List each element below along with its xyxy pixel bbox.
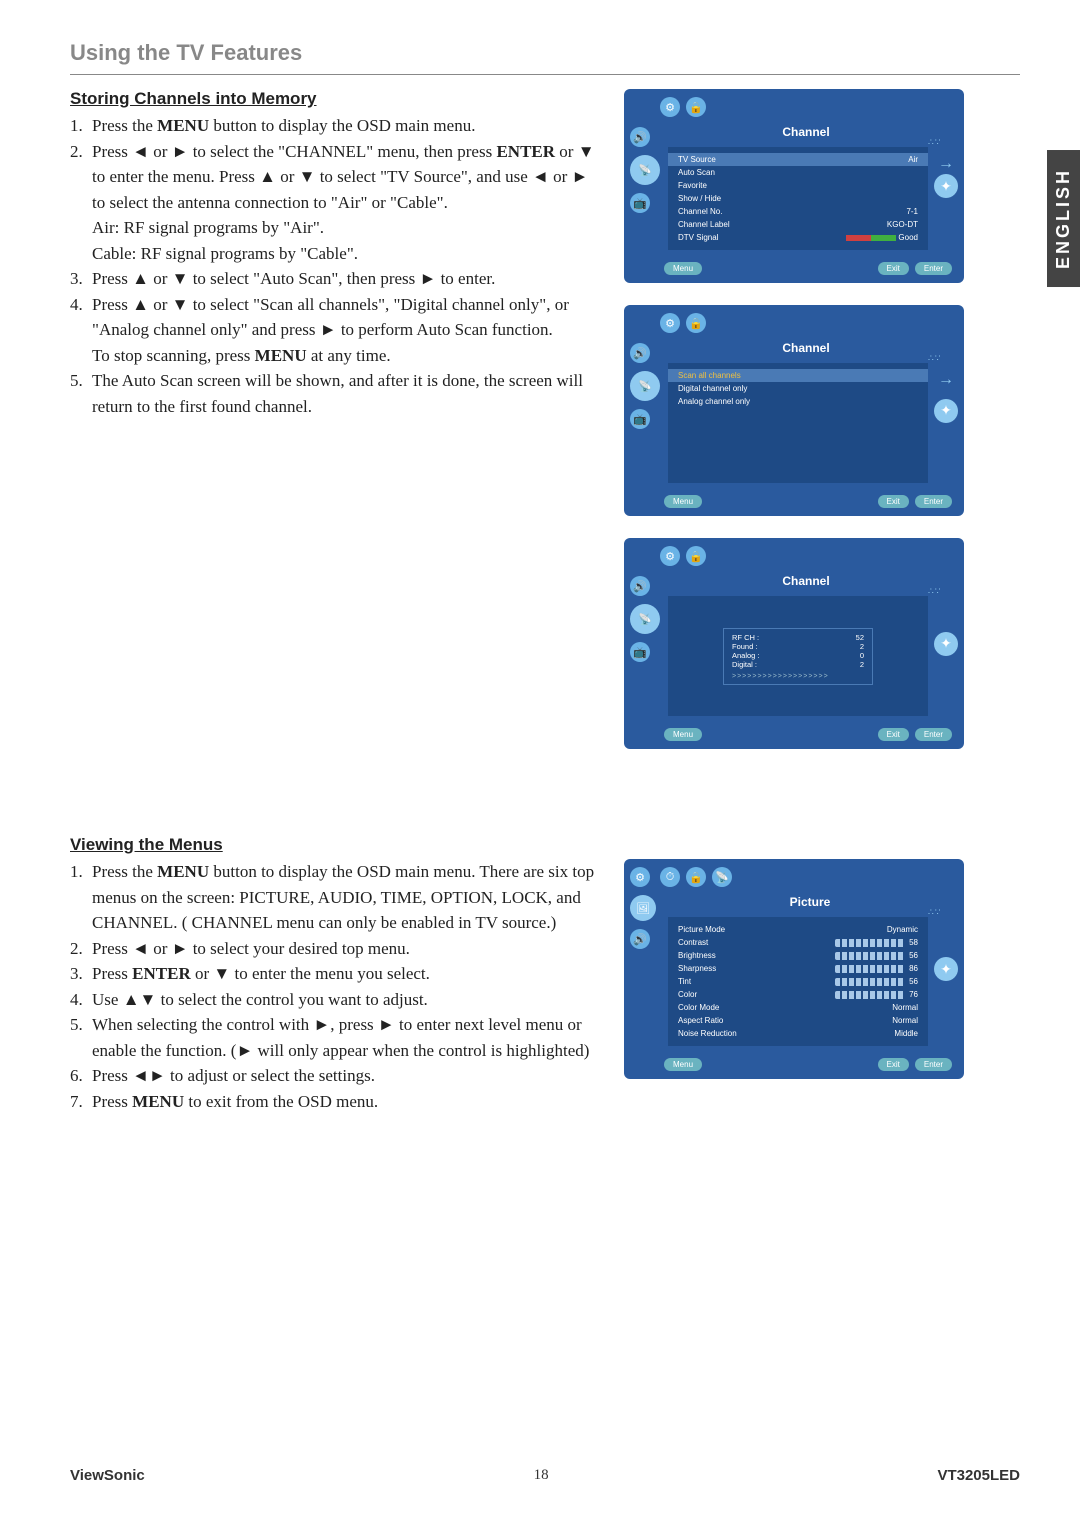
exit-btn: Exit bbox=[878, 495, 909, 508]
osd-channel-3: ⚙🔒 🔊📡📺 ∴∵ Channel RF CH :52Found :2Analo… bbox=[624, 538, 964, 749]
osd-title: Picture bbox=[668, 895, 952, 909]
exit-btn: Exit bbox=[878, 1058, 909, 1071]
enter-btn: Enter bbox=[915, 262, 952, 275]
osd-channel-1: ⚙ 🔒 🔊 📡 📺 ∴∵ Channel → TV SourceAirAuto … bbox=[624, 89, 964, 283]
osd-picture: ⏱🔒📡 ⚙🖼🔊 ∴∵ Picture Picture ModeDynamicCo… bbox=[624, 859, 964, 1079]
lock-icon: 🔒 bbox=[686, 97, 706, 117]
tv-icon: 📺 bbox=[630, 193, 650, 213]
menu-btn: Menu bbox=[664, 262, 702, 275]
dots-decoration: ∴∵ bbox=[928, 137, 954, 157]
exit-btn: Exit bbox=[878, 262, 909, 275]
page-footer: ViewSonic 18 VT3205LED bbox=[70, 1467, 1020, 1484]
page-number: 18 bbox=[534, 1467, 549, 1484]
nav-arrows-icon: ✦ bbox=[934, 174, 958, 198]
scan-progress-box: RF CH :52Found :2Analog :0Digital :2>>>>… bbox=[723, 628, 873, 685]
antenna-icon: 📡 bbox=[630, 155, 660, 185]
brand: ViewSonic bbox=[70, 1467, 145, 1484]
viewing-list: 1.Press the MENU button to display the O… bbox=[70, 859, 600, 1114]
osd-title: Channel bbox=[660, 341, 952, 355]
osd-title: Channel bbox=[660, 574, 952, 588]
enter-btn: Enter bbox=[915, 728, 952, 741]
viewing-title: Viewing the Menus bbox=[70, 835, 600, 855]
osd-title: Channel bbox=[660, 125, 952, 139]
gear-icon: ⚙ bbox=[660, 97, 680, 117]
storing-title: Storing Channels into Memory bbox=[70, 89, 600, 109]
hr bbox=[70, 74, 1020, 75]
section-title: Using the TV Features bbox=[70, 40, 1020, 66]
storing-list: 1.Press the MENU button to display the O… bbox=[70, 113, 600, 419]
exit-btn: Exit bbox=[878, 728, 909, 741]
menu-btn: Menu bbox=[664, 728, 702, 741]
enter-btn: Enter bbox=[915, 495, 952, 508]
model: VT3205LED bbox=[937, 1467, 1020, 1484]
menu-btn: Menu bbox=[664, 1058, 702, 1071]
speaker-icon: 🔊 bbox=[630, 127, 650, 147]
menu-btn: Menu bbox=[664, 495, 702, 508]
language-tab: ENGLISH bbox=[1047, 150, 1080, 287]
arrow-right-icon: → bbox=[938, 155, 954, 173]
arrow-right-icon: → bbox=[938, 371, 954, 389]
osd-channel-2: ⚙🔒 🔊📡📺 ∴∵ Channel → Scan all channelsDig… bbox=[624, 305, 964, 516]
enter-btn: Enter bbox=[915, 1058, 952, 1071]
